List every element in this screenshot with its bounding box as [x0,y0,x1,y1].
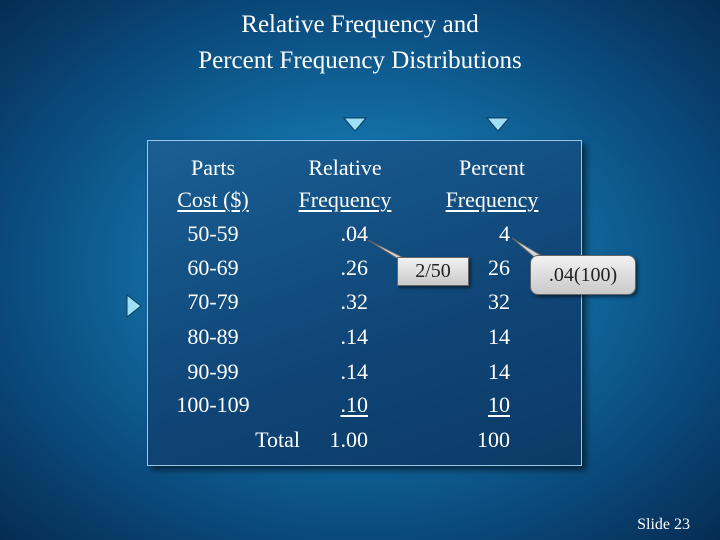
cell: 50-59 [187,221,239,246]
cell: .14 [340,324,369,349]
title-line: Percent Frequency Distributions [198,47,522,74]
cell: 70-79 [187,289,239,314]
callout: 2/50 [397,257,469,286]
cell: 32 [488,289,510,314]
column-header: Relative [308,155,382,180]
cell: 14 [488,359,510,384]
cell: .14 [340,359,369,384]
total-label: Total [255,427,300,452]
cell: .26 [340,255,369,280]
column-header: Percent [459,155,525,180]
cell: 60-69 [187,255,239,280]
column-header: Frequency [298,187,392,212]
table-box [147,140,582,466]
cell: 100-109 [176,392,250,417]
total-cell: 100 [477,427,510,452]
column-header: Frequency [445,187,539,212]
title-line: Relative Frequency and [241,11,479,38]
column-header: Parts [191,155,235,180]
cell: 14 [488,324,510,349]
cell: 26 [488,255,510,280]
callout: .04(100) [530,255,636,295]
cell: .04 [340,221,369,246]
cell: .32 [340,289,369,314]
cell: 90-99 [187,359,239,384]
slide-number: Slide 23 [637,516,690,533]
column-header: Cost ($) [177,187,249,212]
cell: 4 [499,221,510,246]
cell: 10 [488,392,510,417]
total-cell: 1.00 [329,427,369,452]
cell: .10 [340,392,369,417]
cell: 80-89 [187,324,239,349]
